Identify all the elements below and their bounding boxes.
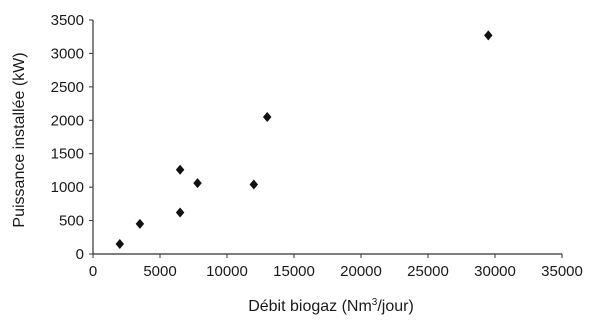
- y-tick-label: 500: [59, 213, 84, 230]
- data-points: [115, 30, 493, 249]
- y-axis-label: Puissance installée (kW): [11, 52, 28, 227]
- x-axis-label-superscript: 3: [372, 297, 378, 308]
- data-point: [175, 207, 185, 218]
- axes: [92, 20, 562, 255]
- data-point: [484, 30, 493, 41]
- x-tick-label: 35000: [541, 263, 583, 280]
- y-tick-label: 2000: [51, 112, 84, 129]
- data-point: [249, 179, 259, 190]
- data-point: [175, 164, 185, 175]
- x-tick-label: 10000: [206, 263, 248, 280]
- data-point: [135, 218, 145, 229]
- x-axis-label-tail: /jour): [377, 298, 413, 315]
- data-point: [262, 111, 272, 122]
- x-ticks: 0 5000 10000 15000 20000 25000 30000 35000: [89, 254, 583, 280]
- x-tick-label: 25000: [407, 263, 449, 280]
- x-tick-label: 0: [89, 263, 97, 280]
- y-tick-label: 1500: [51, 146, 84, 163]
- x-tick-label: 20000: [340, 263, 382, 280]
- x-axis-label: Débit biogaz (Nm3/jour): [248, 297, 414, 315]
- y-ticks: 0 500 1000 1500 2000 2500 3000 3500: [51, 12, 93, 263]
- y-tick-label: 2500: [51, 79, 84, 96]
- y-tick-label: 1000: [51, 179, 84, 196]
- x-tick-label: 15000: [273, 263, 315, 280]
- data-point: [115, 238, 125, 249]
- x-tick-label: 5000: [143, 263, 176, 280]
- data-point: [193, 178, 202, 189]
- y-tick-label: 0: [76, 246, 84, 263]
- x-tick-label: 30000: [474, 263, 516, 280]
- y-tick-label: 3500: [51, 12, 84, 29]
- x-axis-label-main: Débit biogaz (Nm: [248, 298, 372, 315]
- y-tick-label: 3000: [51, 45, 84, 62]
